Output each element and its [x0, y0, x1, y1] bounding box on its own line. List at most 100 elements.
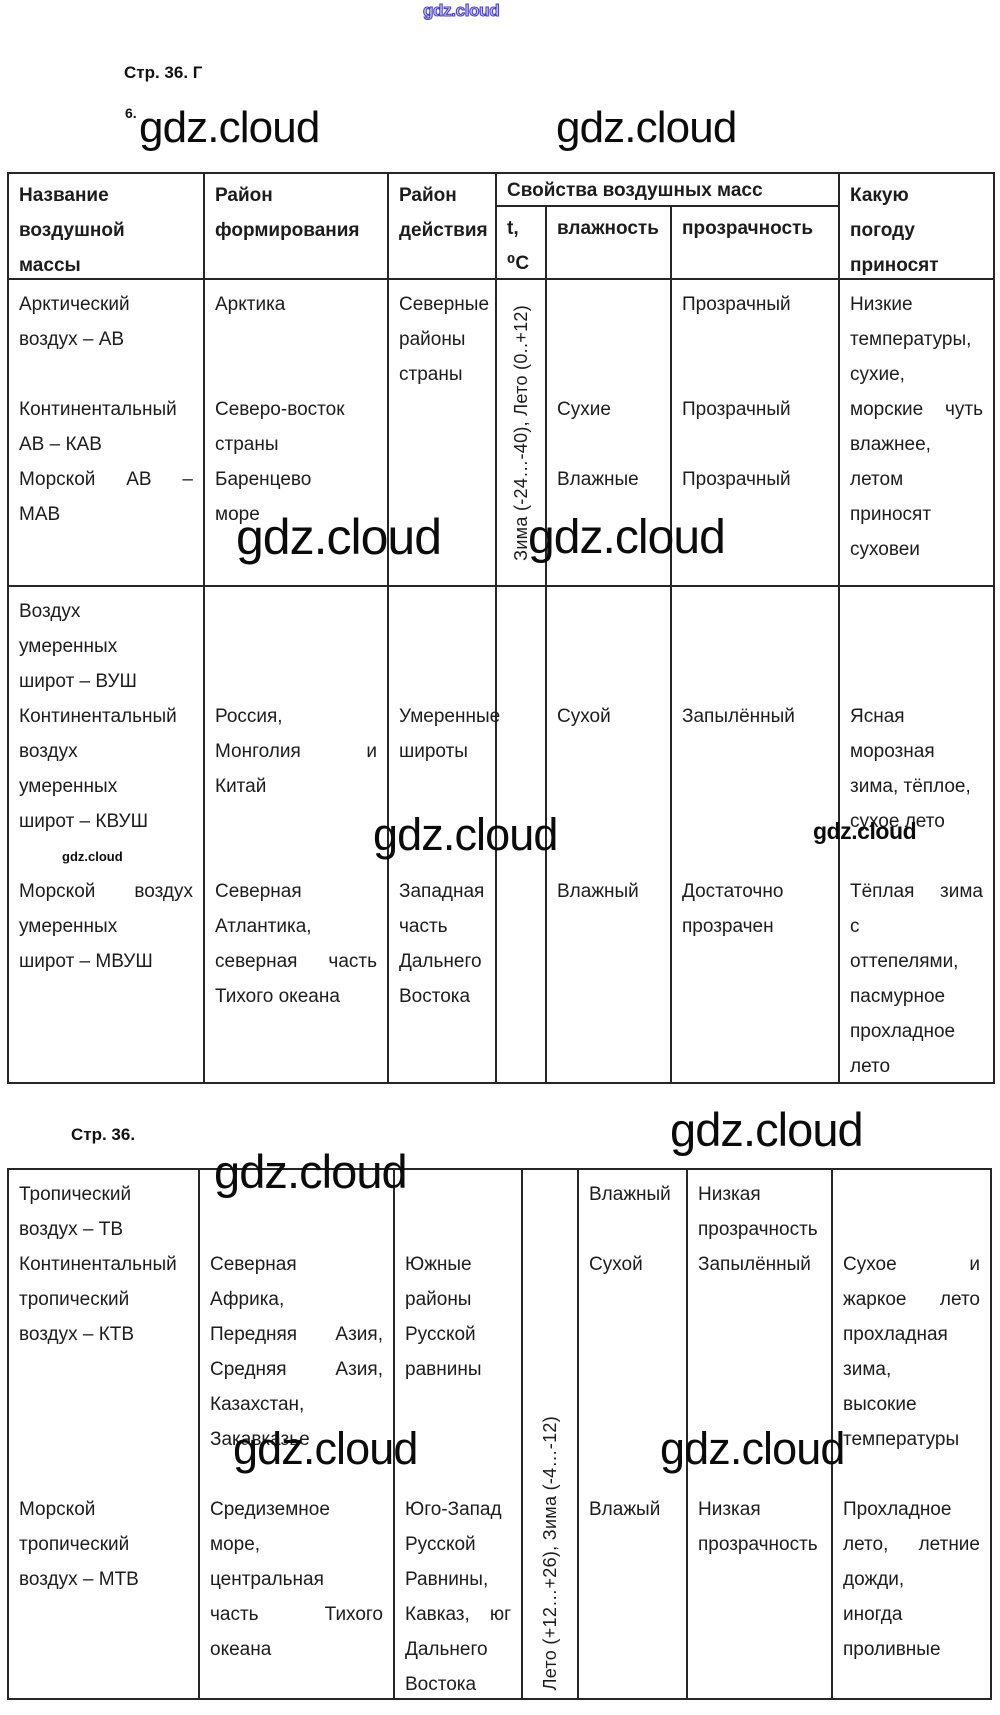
cell-line	[843, 1457, 982, 1492]
cell-line	[399, 594, 487, 629]
cell-line: зима, тёплое,	[850, 776, 971, 797]
cell-line: широт – МВУШ	[19, 951, 153, 972]
cell-line: широты	[399, 741, 468, 762]
cell-line	[399, 769, 487, 804]
cell-line: Русской	[405, 1534, 476, 1555]
cell-line: Дальнего	[405, 1639, 488, 1660]
cell-line: с	[850, 916, 860, 937]
table-cell: Северные районы страны	[389, 280, 497, 587]
cell-line: жаркое лето	[843, 1282, 982, 1317]
word: морские	[850, 399, 924, 420]
table-cell: Запылённый Достаточно прозрачен	[672, 587, 840, 1084]
cell-line	[682, 769, 830, 804]
table-cell: Тропический воздух – ТВ Континентальный тро…	[9, 1170, 200, 1700]
watermark-text: gdz.cloud	[233, 1423, 418, 1474]
cell-line	[557, 629, 662, 664]
cell-line: Запылённый	[698, 1254, 811, 1275]
cell-line: Влажный	[589, 1184, 671, 1205]
cell-line: Название	[19, 185, 109, 206]
cell-line	[215, 357, 379, 392]
cell-line: Средиземное	[210, 1499, 330, 1520]
cell-line: страны	[215, 434, 279, 455]
cell-line	[682, 629, 830, 664]
cell-line	[405, 1177, 513, 1212]
cell-line: воздух – АВ	[19, 329, 125, 350]
cell-line: Ясная	[850, 706, 905, 727]
cell-line: ⁰С	[507, 253, 530, 274]
word: Азия,	[335, 1359, 383, 1380]
cell-line: Дальнего	[399, 951, 482, 972]
cell-line: прозрачность	[698, 1219, 818, 1240]
cell-line: влажность	[557, 218, 659, 239]
header-humidity: влажность	[547, 207, 672, 280]
cell-line: Юго-Запад	[405, 1499, 502, 1520]
header-formation-region: Район формирования	[205, 174, 389, 280]
cell-line: Континентальный	[19, 1254, 177, 1275]
word: Морской	[19, 881, 96, 902]
cell-line	[215, 664, 379, 699]
header-transparency: прозрачность	[672, 207, 840, 280]
cell-line: Тихого океана	[215, 986, 340, 1007]
cell-line: страны	[399, 364, 463, 385]
cell-line	[850, 594, 985, 629]
watermark-text: gdz.cloud	[373, 809, 558, 860]
word: летние	[918, 1534, 980, 1555]
cell-line: прохладная	[843, 1324, 948, 1345]
cell-line: пасмурное	[850, 986, 946, 1007]
cell-line: Сухой	[557, 706, 611, 727]
cell-line	[850, 629, 985, 664]
cell-line	[405, 1212, 513, 1247]
cell-line: прозрачен	[682, 916, 774, 937]
table-cell: Воздух умеренных широт – ВУШ Континентальны…	[9, 587, 205, 1084]
cell-line: море	[215, 504, 260, 525]
cell-line	[210, 1212, 385, 1247]
cell-line: Китай	[215, 776, 267, 797]
table-cell: Прозрачный Прозрачный Прозрачный	[672, 280, 840, 587]
cell-line: районы	[399, 329, 466, 350]
cell-line: Северо-восток	[215, 399, 345, 420]
cell-line	[682, 664, 830, 699]
cell-line	[405, 1457, 513, 1492]
cell-line: Россия,	[215, 706, 283, 727]
cell-line	[557, 769, 662, 804]
cell-line: Западная	[399, 881, 485, 902]
watermark-text: gdz.cloud	[670, 1103, 864, 1156]
cell-line: сухое лето	[850, 811, 945, 832]
cell-line: Востока	[399, 986, 471, 1007]
cell-line: Воздух	[19, 601, 81, 622]
word: и	[969, 1254, 980, 1275]
table-cell: Южные районы Русской равнины Юго-Запад Русско…	[395, 1170, 523, 1700]
cell-line	[698, 1282, 823, 1317]
cell-line	[215, 804, 379, 839]
cell-line	[557, 664, 662, 699]
table-cell: Северная Африка, Передняя Азия, Средняя Азия,…	[200, 1170, 395, 1700]
cell-line: Средняя Азия,	[210, 1352, 385, 1387]
table-cell: Арктический воздух – АВ Континентальный АВ …	[9, 280, 205, 587]
word: АВ	[126, 469, 152, 490]
cell-line: Тропический	[19, 1184, 132, 1205]
cell-line: воздух	[19, 741, 78, 762]
cell-line: тропический	[19, 1289, 130, 1310]
cell-line	[850, 839, 985, 874]
cell-line: Достаточно	[682, 881, 784, 902]
header-action-region: Район действия	[389, 174, 497, 280]
cell-line: проливные	[843, 1639, 941, 1660]
cell-line: Монголия и	[215, 734, 379, 769]
cell-line	[215, 322, 379, 357]
cell-line: Влажные	[557, 469, 639, 490]
cell-line: Равнины,	[405, 1569, 489, 1590]
cell-line: часть Тихого	[210, 1597, 385, 1632]
cell-line: широт – ВУШ	[19, 671, 137, 692]
table-cell: Сухой Влажный	[547, 587, 672, 1084]
cell-line	[589, 1212, 678, 1247]
cell-line: Свойства воздушных масс	[507, 180, 763, 201]
word: Средняя	[210, 1359, 287, 1380]
cell-line: Прозрачный	[682, 469, 791, 490]
cell-line: приносят	[850, 255, 939, 276]
cell-line: Умеренные	[399, 706, 501, 727]
word: юг	[489, 1604, 511, 1625]
cell-line: Низкая	[698, 1184, 761, 1205]
word: Кавказ,	[405, 1604, 470, 1625]
word: Сухое	[843, 1254, 897, 1275]
table-cell: Сухое и жаркое лето прохладная зима, высокие те…	[833, 1170, 992, 1700]
